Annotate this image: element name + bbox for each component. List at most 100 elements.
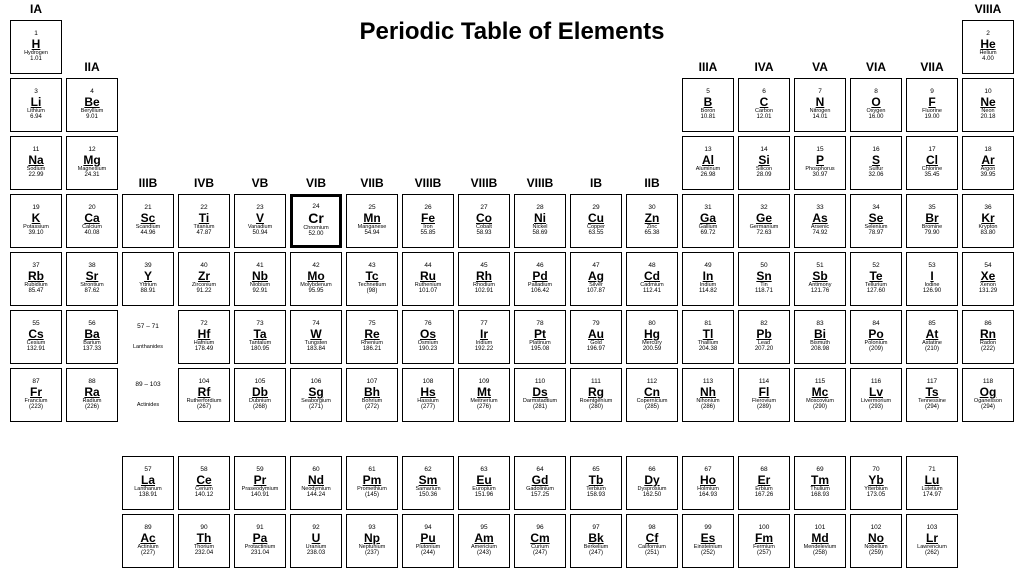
element-cell-re: 75ReRhenium186.21 — [346, 310, 398, 364]
element-cell-tc: 43TcTechnetium(98) — [346, 252, 398, 306]
element-cell-nd: 60NdNeodymium144.24 — [290, 456, 342, 510]
atomic-mass: 164.93 — [699, 492, 717, 498]
element-symbol: Cn — [644, 386, 660, 399]
atomic-mass: (257) — [757, 550, 771, 556]
element-cell-cd: 48CdCadmium112.41 — [626, 252, 678, 306]
element-cell-br: 35BrBromine79.90 — [906, 194, 958, 248]
atomic-mass: 20.18 — [980, 114, 995, 120]
atomic-mass: (226) — [85, 404, 99, 410]
atomic-mass: (285) — [645, 404, 659, 410]
series-placeholder: 89 – 103Actinides — [122, 368, 174, 422]
atomic-mass: 131.29 — [979, 288, 997, 294]
element-cell-ru: 44RuRuthenium101.07 — [402, 252, 454, 306]
atomic-mass: 65.38 — [644, 230, 659, 236]
atomic-mass: 195.08 — [531, 346, 549, 352]
element-symbol: Rg — [588, 386, 604, 399]
element-cell-cu: 29CuCopper63.55 — [570, 194, 622, 248]
element-cell-sm: 62SmSamarium150.36 — [402, 456, 454, 510]
element-symbol: Tm — [811, 474, 829, 487]
element-cell-p: 15PPhosphorus30.97 — [794, 136, 846, 190]
element-cell-dy: 66DyDysprosium162.50 — [626, 456, 678, 510]
element-symbol: Cd — [644, 270, 660, 283]
element-symbol: Np — [364, 532, 380, 545]
element-symbol: Bk — [588, 532, 603, 545]
atomic-mass: (280) — [589, 404, 603, 410]
atomic-mass: 95.95 — [308, 288, 323, 294]
element-symbol: Ts — [925, 386, 938, 399]
element-symbol: Pb — [756, 328, 771, 341]
element-symbol: Cm — [530, 532, 549, 545]
element-cell-s: 16SSulfur32.06 — [850, 136, 902, 190]
element-cell-tl: 81TlThallium204.38 — [682, 310, 734, 364]
element-cell-lr: 103LrLawrencium(262) — [906, 514, 958, 568]
element-cell-ta: 73TaTantalum180.95 — [234, 310, 286, 364]
element-cell-ge: 32GeGermanium72.63 — [738, 194, 790, 248]
element-cell-es: 99EsEinsteinium(252) — [682, 514, 734, 568]
element-cell-lu: 71LuLutetium174.97 — [906, 456, 958, 510]
element-symbol: Pu — [420, 532, 435, 545]
element-symbol: Bh — [364, 386, 380, 399]
element-cell-am: 95AmAmericium(243) — [458, 514, 510, 568]
atomic-mass: 168.93 — [811, 492, 829, 498]
group-label: IIA — [66, 60, 118, 74]
element-symbol: Sn — [756, 270, 771, 283]
element-symbol: Hs — [420, 386, 435, 399]
atomic-mass: 127.60 — [867, 288, 885, 294]
atomic-mass: (286) — [701, 404, 715, 410]
element-cell-ni: 28NiNickel58.69 — [514, 194, 566, 248]
element-symbol: Ne — [980, 96, 995, 109]
element-cell-i: 53IIodine126.90 — [906, 252, 958, 306]
element-cell-no: 102NoNobelium(259) — [850, 514, 902, 568]
element-symbol: Au — [588, 328, 604, 341]
group-label: IIIA — [682, 60, 734, 74]
atomic-mass: 16.00 — [868, 114, 883, 120]
element-cell-ir: 77IrIridium192.22 — [458, 310, 510, 364]
element-cell-ga: 31GaGallium69.72 — [682, 194, 734, 248]
range-text: 57 – 71 — [137, 324, 159, 331]
element-cell-pu: 94PuPlutonium(244) — [402, 514, 454, 568]
element-symbol: Fl — [759, 386, 770, 399]
atomic-mass: 157.25 — [531, 492, 549, 498]
element-symbol: Lv — [869, 386, 883, 399]
element-symbol: Rb — [28, 270, 44, 283]
element-symbol: Bi — [814, 328, 826, 341]
element-cell-ds: 110DsDarmstadtium(281) — [514, 368, 566, 422]
element-cell-rn: 86RnRadon(222) — [962, 310, 1014, 364]
element-cell-cs: 55CsCesium132.91 — [10, 310, 62, 364]
element-symbol: Co — [476, 212, 492, 225]
atomic-mass: (145) — [365, 492, 379, 498]
element-cell-pb: 82PbLead207.20 — [738, 310, 790, 364]
atomic-mass: 79.90 — [924, 230, 939, 236]
element-cell-zr: 40ZrZirconium91.22 — [178, 252, 230, 306]
element-cell-ti: 22TiTitanium47.87 — [178, 194, 230, 248]
atomic-mass: 173.05 — [867, 492, 885, 498]
group-label: VIIIB — [514, 176, 566, 190]
atomic-mass: (244) — [421, 550, 435, 556]
atomic-mass: 151.96 — [475, 492, 493, 498]
element-symbol: Te — [869, 270, 882, 283]
element-cell-fe: 26FeIron55.85 — [402, 194, 454, 248]
element-symbol: Tb — [589, 474, 604, 487]
atomic-mass: 238.03 — [307, 550, 325, 556]
element-symbol: Sb — [812, 270, 827, 283]
atomic-mass: 88.91 — [140, 288, 155, 294]
atomic-mass: 208.98 — [811, 346, 829, 352]
element-symbol: Hf — [198, 328, 211, 341]
element-cell-gd: 64GdGadolinium157.25 — [514, 456, 566, 510]
element-symbol: Gd — [532, 474, 549, 487]
element-cell-sc: 21ScScandium44.96 — [122, 194, 174, 248]
atomic-mass: 101.07 — [419, 288, 437, 294]
page-title: Periodic Table of Elements — [360, 18, 665, 46]
element-cell-f: 9FFluorine19.00 — [906, 78, 958, 132]
element-symbol: Be — [84, 96, 99, 109]
element-cell-fr: 87FrFrancium(223) — [10, 368, 62, 422]
element-cell-sr: 38SrStrontium87.62 — [66, 252, 118, 306]
element-cell-eu: 63EuEuropium151.96 — [458, 456, 510, 510]
element-symbol: He — [980, 38, 995, 51]
element-cell-w: 74WTungsten183.84 — [290, 310, 342, 364]
element-symbol: Cf — [646, 532, 659, 545]
element-symbol: C — [760, 96, 769, 109]
element-symbol: Ce — [196, 474, 211, 487]
element-symbol: Ra — [84, 386, 99, 399]
series-name: Actinides — [137, 403, 159, 409]
